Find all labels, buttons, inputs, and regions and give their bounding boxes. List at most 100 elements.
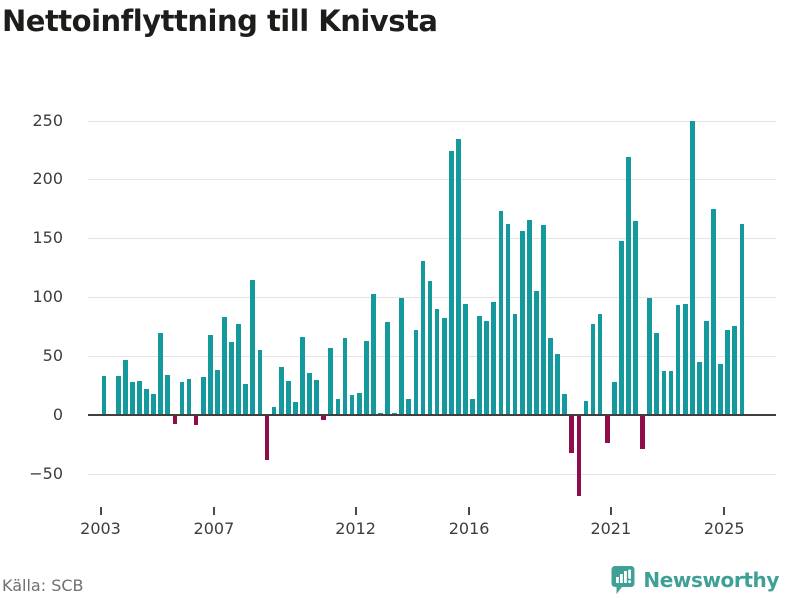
bar[interactable]: [555, 353, 560, 415]
bar[interactable]: [200, 377, 206, 415]
x-axis-tick-mark: [723, 507, 726, 515]
bar[interactable]: [342, 338, 348, 415]
bar[interactable]: [611, 382, 617, 415]
bar[interactable]: [448, 151, 454, 415]
bar[interactable]: [229, 342, 234, 415]
bar[interactable]: [257, 350, 263, 415]
bar[interactable]: [526, 219, 532, 415]
bar[interactable]: [399, 298, 405, 415]
bar[interactable]: [349, 395, 355, 415]
bar[interactable]: [129, 382, 135, 415]
bar[interactable]: [165, 374, 171, 415]
bar[interactable]: [271, 406, 277, 415]
bar[interactable]: [441, 318, 447, 415]
y-axis-tick-label: −50: [29, 464, 63, 483]
bar[interactable]: [293, 402, 298, 415]
x-axis-year-label: 2021: [590, 519, 632, 538]
bar[interactable]: [711, 208, 716, 415]
bar[interactable]: [193, 416, 199, 426]
bar[interactable]: [548, 338, 553, 415]
bar[interactable]: [661, 371, 667, 415]
bar[interactable]: [484, 320, 490, 415]
bar[interactable]: [533, 291, 539, 415]
bar[interactable]: [122, 359, 128, 415]
bar[interactable]: [569, 416, 575, 453]
newsworthy-wordmark: Newsworthy: [643, 568, 779, 592]
bar[interactable]: [420, 260, 426, 415]
y-axis-tick-label: 250: [32, 111, 63, 130]
bar[interactable]: [541, 225, 546, 415]
bar[interactable]: [115, 376, 121, 415]
bar[interactable]: [498, 211, 504, 415]
bar[interactable]: [137, 380, 142, 415]
bar[interactable]: [307, 372, 312, 415]
bar[interactable]: [264, 416, 270, 460]
newsworthy-logo[interactable]: Newsworthy: [611, 564, 779, 596]
bar[interactable]: [179, 382, 185, 415]
x-axis-year-label: 2016: [448, 519, 490, 538]
bar[interactable]: [647, 298, 653, 415]
bar[interactable]: [406, 398, 412, 415]
bar[interactable]: [597, 313, 603, 415]
bar[interactable]: [363, 340, 369, 415]
x-axis-year-label: 2007: [193, 519, 235, 538]
bar[interactable]: [562, 393, 568, 415]
bar[interactable]: [158, 332, 164, 415]
bar[interactable]: [640, 416, 646, 449]
bar[interactable]: [477, 316, 482, 415]
bar[interactable]: [250, 279, 256, 415]
y-axis-tick-label: 150: [32, 228, 63, 247]
bar[interactable]: [576, 416, 582, 497]
bar[interactable]: [718, 364, 723, 415]
bar[interactable]: [675, 305, 681, 415]
bar[interactable]: [300, 337, 305, 415]
bar[interactable]: [463, 304, 468, 415]
bar[interactable]: [456, 139, 461, 415]
bar[interactable]: [470, 398, 475, 415]
bar[interactable]: [668, 371, 674, 415]
bar[interactable]: [370, 293, 376, 415]
bar[interactable]: [278, 366, 284, 415]
bar[interactable]: [654, 332, 660, 415]
bar[interactable]: [633, 220, 638, 415]
bar[interactable]: [413, 330, 419, 415]
bar[interactable]: [512, 313, 518, 415]
x-axis-tick-mark: [609, 507, 612, 515]
bar[interactable]: [704, 320, 709, 415]
bar[interactable]: [172, 416, 178, 425]
bar[interactable]: [101, 376, 107, 415]
bar[interactable]: [151, 393, 156, 415]
bar[interactable]: [732, 325, 738, 415]
bar[interactable]: [144, 389, 149, 415]
bar[interactable]: [222, 317, 227, 415]
bar[interactable]: [739, 224, 745, 415]
bar[interactable]: [619, 240, 624, 415]
bar[interactable]: [378, 412, 383, 415]
bar[interactable]: [335, 398, 341, 415]
bar[interactable]: [392, 412, 397, 415]
bar[interactable]: [207, 334, 213, 415]
bar[interactable]: [314, 379, 319, 415]
bar[interactable]: [519, 231, 525, 415]
bar[interactable]: [243, 384, 249, 415]
bar[interactable]: [725, 330, 731, 415]
bar[interactable]: [434, 309, 440, 415]
bar[interactable]: [697, 362, 702, 415]
bar[interactable]: [682, 304, 688, 415]
bar[interactable]: [328, 347, 334, 415]
bar[interactable]: [689, 120, 695, 415]
bar[interactable]: [626, 157, 631, 415]
bar[interactable]: [505, 224, 511, 415]
bar[interactable]: [427, 280, 433, 415]
bar[interactable]: [215, 370, 220, 415]
bar[interactable]: [236, 324, 242, 415]
bar[interactable]: [491, 301, 497, 415]
bar[interactable]: [186, 378, 192, 415]
bar[interactable]: [285, 380, 291, 415]
bar[interactable]: [356, 392, 362, 415]
bar[interactable]: [321, 416, 327, 420]
bar[interactable]: [590, 324, 596, 415]
bar[interactable]: [604, 416, 610, 444]
bar[interactable]: [583, 400, 589, 415]
bar[interactable]: [385, 321, 390, 415]
